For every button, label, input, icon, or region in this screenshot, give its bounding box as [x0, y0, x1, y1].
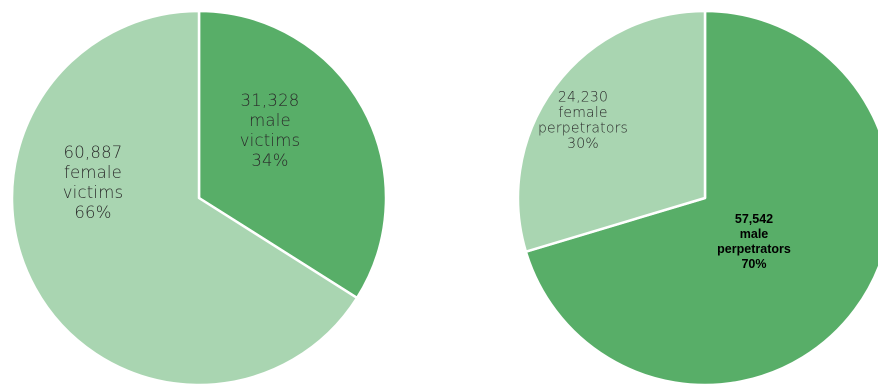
perpetrators-pie-chart: 57,542 male perpetrators 70%24,230 female per… [516, 9, 878, 386]
pie-slice-male-perpetrators [524, 9, 878, 386]
pie-slice-female-victims [10, 9, 359, 386]
data-label-line: female [558, 105, 607, 121]
data-label-line: male [740, 227, 769, 241]
data-label-line: victims [63, 183, 124, 202]
data-label-line: 34% [251, 151, 288, 170]
data-label-line: 30% [567, 136, 599, 152]
data-label-female-victims: 60,887 female victims 66% [63, 143, 124, 222]
data-label-line: 31,328 [241, 91, 300, 110]
data-label-line: victims [240, 131, 301, 150]
data-label-male-perpetrators: 57,542 male perpetrators 70% [717, 212, 791, 271]
data-label-line: 70% [741, 257, 766, 271]
data-label-line: female [64, 163, 122, 182]
data-label-female-perpetrators: 24,230 female perpetrators 30% [538, 90, 628, 153]
data-label-line: 24,230 [558, 90, 608, 106]
data-label-line: perpetrators [538, 121, 628, 137]
pie-slice-female-perpetrators [516, 9, 707, 253]
data-label-male-victims: 31,328 male victims 34% [240, 91, 301, 170]
data-label-line: male [249, 111, 291, 130]
data-label-line: 66% [74, 203, 111, 222]
data-label-line: 57,542 [735, 212, 773, 226]
data-label-line: perpetrators [717, 242, 791, 256]
victims-pie-chart: 31,328 male victims 34%60,887 female victims 6… [10, 9, 388, 386]
data-label-line: 60,887 [64, 143, 123, 162]
